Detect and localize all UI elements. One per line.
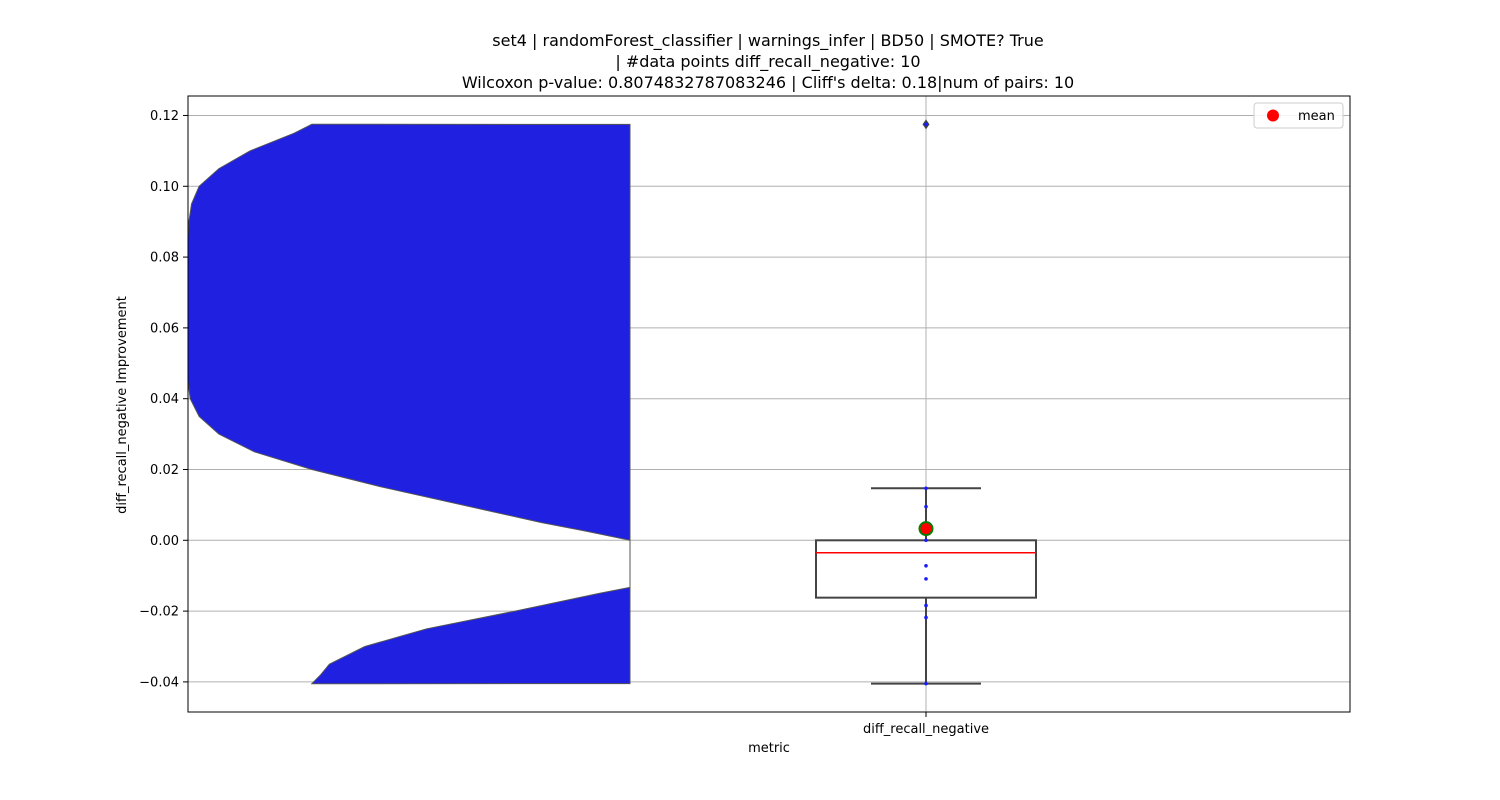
data-point	[924, 577, 928, 581]
data-point	[924, 563, 928, 568]
x-axis-label: metric	[748, 741, 790, 756]
iqr-box	[815, 539, 1037, 599]
data-point	[924, 681, 928, 686]
chart-title-line-1: set4 | randomForest_classifier | warning…	[492, 31, 1043, 51]
y-tick-label: 0.02	[150, 463, 179, 478]
legend: mean	[1253, 102, 1344, 129]
chart-title-line-3: Wilcoxon p-value: 0.8074832787083246 | C…	[462, 73, 1074, 92]
y-tick-label: −0.04	[139, 675, 179, 690]
x-tick-label: diff_recall_negative	[863, 722, 989, 737]
y-axis-label: diff_recall_negative Improvement	[115, 296, 130, 514]
axes-frame	[187, 95, 1351, 713]
data-point	[924, 615, 928, 620]
data-point	[924, 538, 928, 543]
legend-mean-label: mean	[1298, 109, 1335, 124]
y-tick-label: 0.12	[150, 109, 179, 124]
y-tick-label: 0.00	[150, 534, 179, 549]
mean-marker	[918, 521, 934, 537]
data-point	[924, 504, 928, 509]
y-tick-label: 0.04	[150, 392, 179, 407]
y-tick-label: −0.02	[139, 605, 179, 620]
points-layer	[918, 122, 934, 686]
chart-title-line-2: | #data points diff_recall_negative: 10	[615, 52, 920, 72]
violin-layer	[188, 123, 631, 685]
legend-mean-marker	[1267, 109, 1279, 122]
y-tick-label: 0.08	[150, 251, 179, 266]
y-tick-label: 0.06	[150, 321, 179, 336]
data-point	[924, 122, 928, 127]
y-tick-label: 0.10	[150, 180, 179, 195]
data-point	[924, 486, 928, 491]
ticks-layer: 0.12 0.10 0.08 0.06 0.04 0.02 0.00 −0.02 −0.04 di…	[139, 109, 989, 737]
violin-body	[188, 123, 631, 685]
data-point	[924, 603, 928, 608]
legend-frame	[1253, 102, 1344, 129]
